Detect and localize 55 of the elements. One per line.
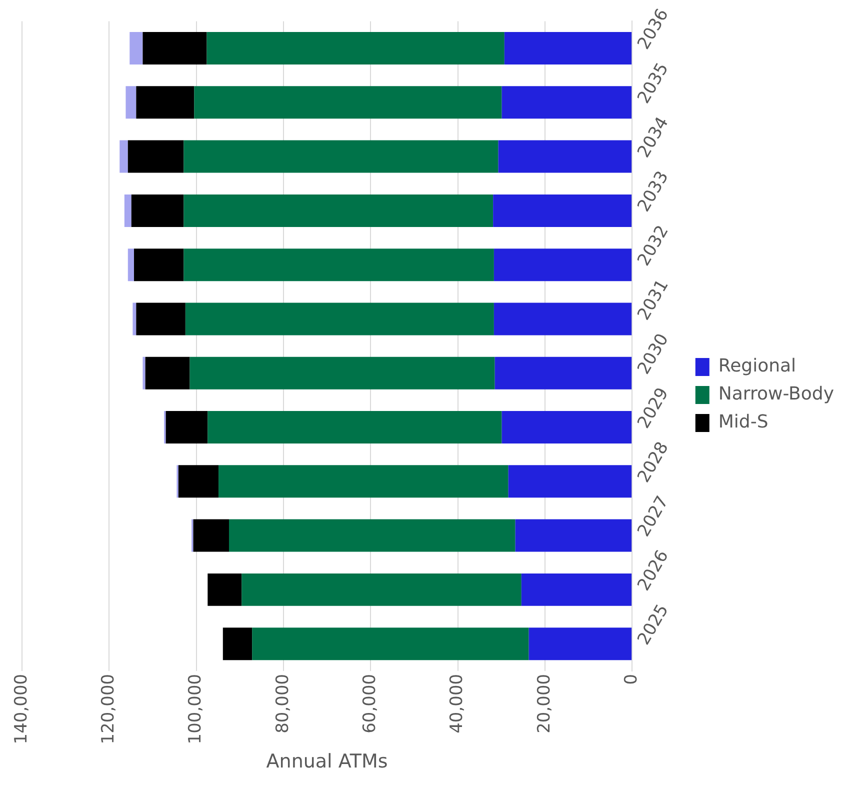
bar — [242, 573, 522, 606]
bar — [190, 356, 495, 390]
bar — [184, 140, 498, 173]
bar — [208, 411, 502, 444]
bar — [124, 194, 132, 227]
bar — [502, 411, 632, 444]
x-tick-label: 20,000 — [534, 674, 554, 734]
legend-label: Narrow-Body — [718, 384, 834, 405]
legend-label: Mid-S — [718, 412, 768, 433]
bar — [178, 465, 219, 498]
bar — [218, 465, 508, 498]
bar — [494, 356, 632, 390]
bar — [504, 32, 632, 65]
bar — [521, 573, 632, 606]
bar — [128, 140, 184, 173]
bar — [184, 248, 494, 282]
legend-label: Regional — [718, 356, 796, 377]
bar — [493, 194, 632, 227]
bar — [502, 86, 632, 119]
x-axis-title: Annual ATMs — [266, 750, 388, 773]
bar — [222, 628, 252, 660]
bar — [498, 140, 632, 173]
bar — [136, 86, 194, 119]
bar — [206, 32, 504, 65]
bar — [142, 32, 207, 65]
x-tick-label: 140,000 — [11, 674, 32, 744]
bar — [184, 194, 494, 227]
bar — [252, 628, 529, 660]
bar — [494, 302, 632, 336]
bar — [126, 86, 136, 119]
bar — [166, 411, 208, 444]
bar — [134, 248, 184, 282]
bar — [142, 356, 146, 390]
x-tick-label: 60,000 — [360, 674, 380, 734]
bar — [145, 356, 190, 390]
bar — [508, 465, 632, 498]
x-tick-label: 40,000 — [447, 674, 468, 734]
bar — [194, 86, 502, 119]
bar — [515, 519, 632, 552]
bar — [132, 302, 136, 336]
bar — [528, 628, 632, 660]
bar — [128, 248, 134, 282]
bar — [193, 519, 229, 552]
x-tick-label: 120,000 — [98, 674, 119, 744]
bar — [130, 32, 143, 65]
bar — [185, 302, 494, 336]
bar — [131, 194, 184, 227]
x-tick-label: 100,000 — [186, 674, 206, 744]
bar — [136, 302, 186, 336]
bar — [494, 248, 632, 282]
bar — [208, 573, 242, 606]
bar — [120, 140, 128, 173]
x-tick-label: 80,000 — [272, 674, 293, 734]
bar — [228, 519, 516, 552]
x-tick-label: 0 — [622, 674, 642, 685]
